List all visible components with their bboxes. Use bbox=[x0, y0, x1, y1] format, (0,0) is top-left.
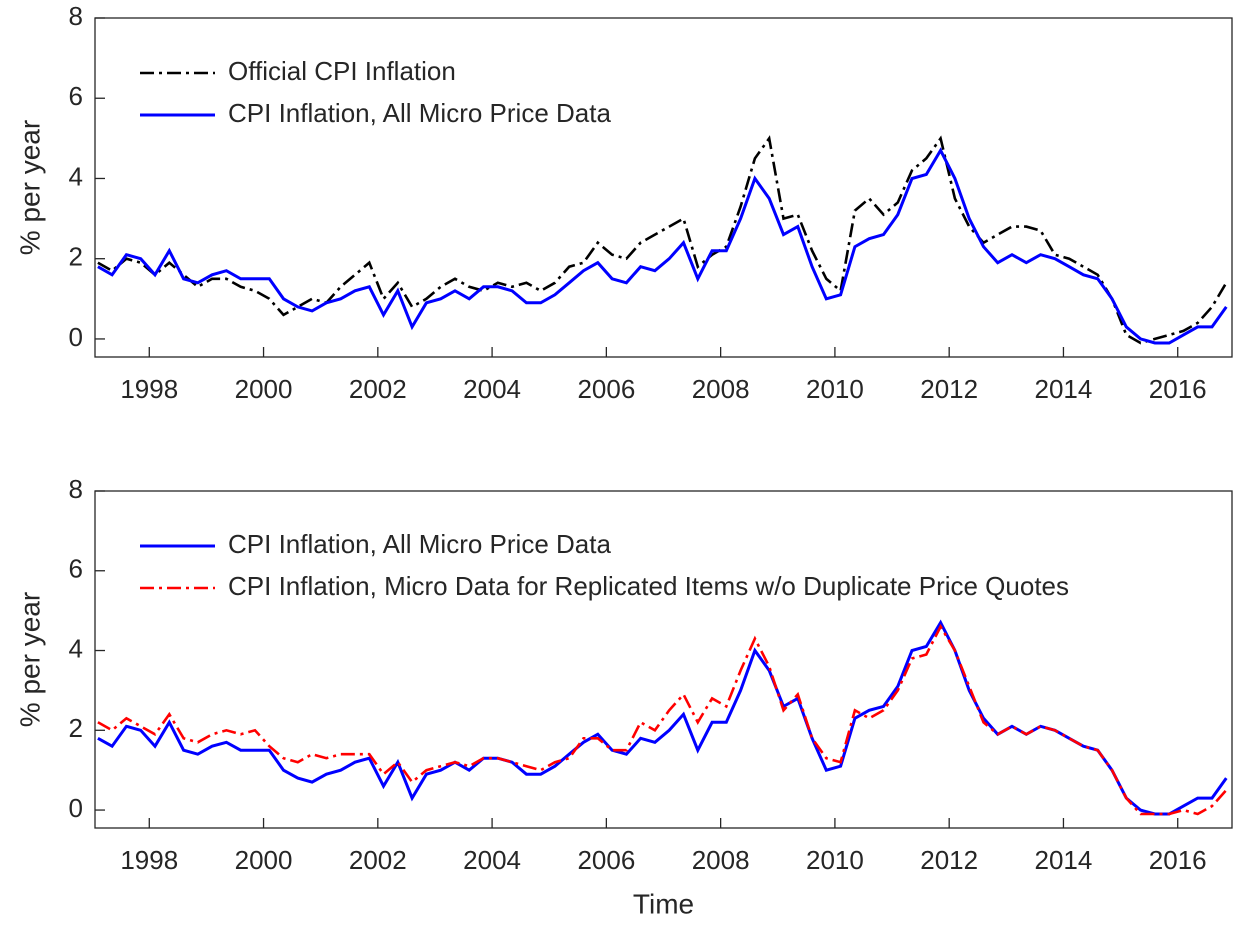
series-line bbox=[97, 135, 1228, 345]
y-axis-label: % per year bbox=[14, 592, 45, 727]
x-tick-label: 2010 bbox=[806, 374, 864, 404]
y-tick-label: 4 bbox=[69, 161, 83, 191]
y-axis-label: % per year bbox=[14, 120, 45, 255]
y-tick-label: 2 bbox=[69, 713, 83, 743]
legend-label: CPI Inflation, Micro Data for Replicated… bbox=[228, 571, 1069, 601]
x-tick-label: 2008 bbox=[692, 845, 750, 875]
x-axis-label: Time bbox=[633, 888, 694, 919]
y-tick-label: 8 bbox=[69, 1, 83, 31]
x-tick-label: 1998 bbox=[120, 374, 178, 404]
x-tick-label: 2016 bbox=[1149, 845, 1207, 875]
x-tick-label: 2002 bbox=[349, 845, 407, 875]
x-tick-label: 2006 bbox=[577, 374, 635, 404]
legend-label: Official CPI Inflation bbox=[228, 56, 456, 86]
x-tick-label: 2004 bbox=[463, 845, 521, 875]
y-tick-label: 0 bbox=[69, 793, 83, 823]
x-tick-label: 2014 bbox=[1035, 845, 1093, 875]
x-tick-label: 2012 bbox=[920, 845, 978, 875]
legend-label: CPI Inflation, All Micro Price Data bbox=[228, 529, 611, 559]
y-tick-label: 6 bbox=[69, 554, 83, 584]
x-tick-label: 2008 bbox=[692, 374, 750, 404]
plot-frame bbox=[94, 490, 1233, 829]
y-tick-label: 4 bbox=[69, 633, 83, 663]
x-tick-label: 1998 bbox=[120, 845, 178, 875]
x-tick-label: 2014 bbox=[1035, 374, 1093, 404]
y-tick-label: 6 bbox=[69, 81, 83, 111]
legend-label: CPI Inflation, All Micro Price Data bbox=[228, 98, 611, 128]
y-tick-label: 0 bbox=[69, 322, 83, 352]
x-tick-label: 2004 bbox=[463, 374, 521, 404]
series-line bbox=[97, 147, 1228, 345]
y-tick-label: 8 bbox=[69, 474, 83, 504]
x-tick-label: 2000 bbox=[235, 374, 293, 404]
x-tick-label: 2016 bbox=[1149, 374, 1207, 404]
y-tick-label: 2 bbox=[69, 242, 83, 272]
plot-frame bbox=[94, 17, 1233, 358]
x-tick-label: 2012 bbox=[920, 374, 978, 404]
x-tick-label: 2010 bbox=[806, 845, 864, 875]
x-tick-label: 2000 bbox=[235, 845, 293, 875]
series-line bbox=[97, 623, 1228, 816]
x-tick-label: 2002 bbox=[349, 374, 407, 404]
x-tick-label: 2006 bbox=[577, 845, 635, 875]
